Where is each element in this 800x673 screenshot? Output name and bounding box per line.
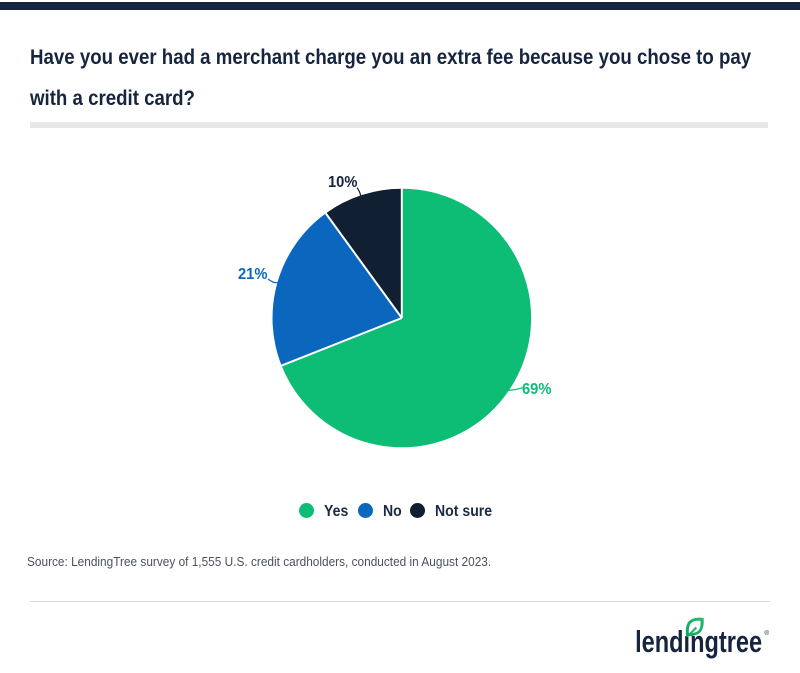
- svg-text:®: ®: [764, 629, 769, 637]
